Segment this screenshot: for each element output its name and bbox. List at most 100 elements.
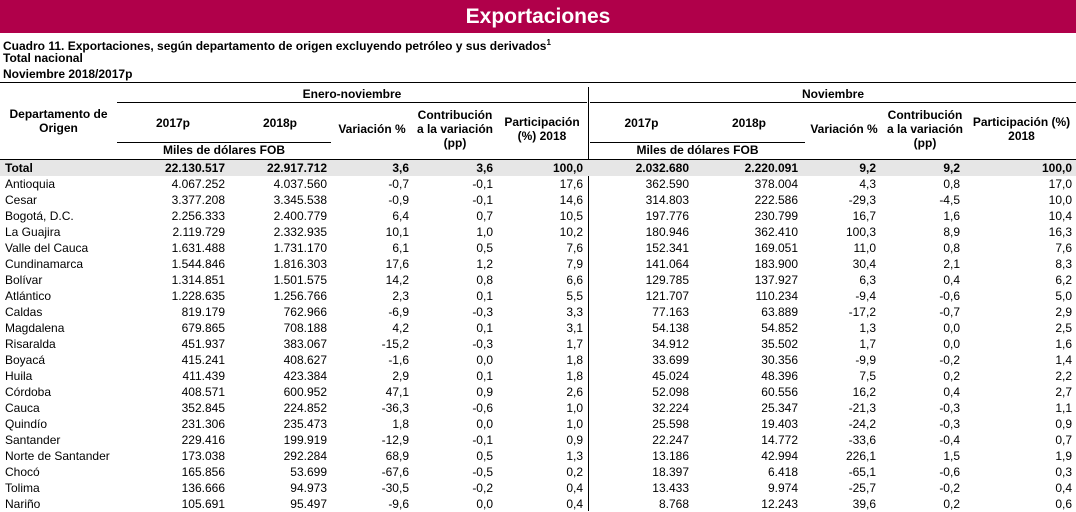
department-name: Chocó	[5, 465, 40, 479]
value-cell: -0,2	[939, 353, 960, 367]
table-row: Quindío 231.306 235.473 1,8 0,0 1,0 25.598 19.4…	[0, 416, 1076, 432]
value-cell: 0,5	[476, 449, 493, 463]
value-cell: 16,3	[1048, 225, 1072, 239]
value-cell: 2,9	[1055, 305, 1072, 319]
header-variacion-nov: Variación %	[810, 122, 878, 136]
value-cell: 4,3	[859, 177, 876, 191]
value-cell: -0,6	[939, 289, 960, 303]
table-row: Santander 229.416 199.919 -12,9 -0,1 0,9 22.24…	[0, 432, 1076, 448]
value-cell: -0,1	[472, 433, 493, 447]
value-cell: 224.852	[283, 401, 327, 415]
department-name: Antioquia	[5, 177, 56, 191]
value-cell: 68,9	[385, 449, 409, 463]
table-row: Córdoba 408.571 600.952 47,1 0,9 2,6 52.098 60.…	[0, 384, 1076, 400]
value-cell: 0,4	[566, 497, 583, 511]
value-cell: 1,2	[476, 257, 493, 271]
value-cell: 1,3	[859, 321, 876, 335]
header-top-rule	[0, 82, 1076, 83]
value-cell: 8,9	[943, 225, 960, 239]
value-cell: 16,2	[852, 385, 876, 399]
value-cell: 0,9	[476, 385, 493, 399]
value-cell: 10,0	[1048, 193, 1072, 207]
value-cell: 30,4	[852, 257, 876, 271]
banner-title: Exportaciones	[465, 5, 611, 28]
value-cell: 10,2	[559, 225, 583, 239]
value-cell: 415.241	[181, 353, 225, 367]
value-cell: 0,8	[943, 177, 960, 191]
value-cell: 129.785	[645, 273, 689, 287]
value-cell: 423.384	[283, 369, 327, 383]
department-name: Valle del Cauca	[5, 241, 89, 255]
value-cell: 1.731.170	[273, 241, 327, 255]
caption-period: Noviembre 2018/2017p	[3, 67, 133, 81]
value-cell: -0,2	[939, 481, 960, 495]
exports-table: Total 22.130.517 22.917.712 3,6 3,6 100,0 2.03…	[0, 159, 1076, 512]
value-cell: 32.224	[652, 401, 689, 415]
value-cell: 0,4	[943, 273, 960, 287]
value-cell: 6,1	[392, 241, 409, 255]
value-cell: 47,1	[385, 385, 409, 399]
value-cell: 1,0	[566, 417, 583, 431]
caption-scope: Total nacional	[3, 51, 83, 65]
value-cell: -21,3	[848, 401, 876, 415]
department-name: Risaralda	[5, 337, 56, 351]
table-row: Nariño 105.691 95.497 -9,6 0,0 0,4 8.768 12.243…	[0, 496, 1076, 512]
value-cell: 451.937	[181, 337, 225, 351]
value-cell: 1.314.851	[171, 273, 225, 287]
department-name: Cundinamarca	[5, 257, 84, 271]
value-cell: 2,5	[1055, 321, 1072, 335]
section-divider	[588, 87, 589, 511]
value-cell: 9,2	[880, 159, 964, 176]
value-cell: 231.306	[181, 417, 225, 431]
value-cell: 4.037.560	[273, 177, 327, 191]
value-cell: 362.410	[754, 225, 798, 239]
header-2018-ene-nov: 2018p	[262, 116, 298, 130]
department-name: Huila	[5, 369, 33, 383]
value-cell: 0,0	[476, 417, 493, 431]
table-row: Caldas 819.179 762.966 -6,9 -0,3 3,3 77.163 63.…	[0, 304, 1076, 320]
department-name: Quindío	[5, 417, 48, 431]
value-cell: 0,0	[943, 337, 960, 351]
value-cell: -36,3	[381, 401, 409, 415]
header-miles-fob-1: Miles de dólares FOB	[162, 143, 286, 157]
value-cell: 14,6	[559, 193, 583, 207]
value-cell: 173.038	[181, 449, 225, 463]
value-cell: 45.024	[652, 369, 689, 383]
table-row: Chocó 165.856 53.699 -67,6 -0,5 0,2 18.397 6.41…	[0, 464, 1076, 480]
value-cell: 6,3	[859, 273, 876, 287]
value-cell: 0,0	[943, 321, 960, 335]
value-cell: 10,5	[559, 209, 583, 223]
value-cell: 1.816.303	[273, 257, 327, 271]
value-cell: 95.497	[290, 497, 327, 511]
value-cell: 2.256.333	[171, 209, 225, 223]
header-contribucion-ene-nov: Contribución a la variación (pp)	[416, 108, 494, 150]
value-cell: 1,6	[1055, 337, 1072, 351]
table-row: Boyacá 415.241 408.627 -1,6 0,0 1,8 33.699 30.3…	[0, 352, 1076, 368]
value-cell: -9,9	[855, 353, 876, 367]
value-cell: 362.590	[645, 177, 689, 191]
value-cell: 1.631.488	[171, 241, 225, 255]
value-cell: 34.912	[652, 337, 689, 351]
value-cell: 235.473	[283, 417, 327, 431]
table-row: Bolívar 1.314.851 1.501.575 14,2 0,8 6,6 129.7…	[0, 272, 1076, 288]
value-cell: 63.889	[761, 305, 798, 319]
value-cell: -15,2	[381, 337, 409, 351]
value-cell: 0,4	[943, 385, 960, 399]
value-cell: 6,6	[566, 273, 583, 287]
value-cell: 14,2	[385, 273, 409, 287]
value-cell: 0,7	[476, 209, 493, 223]
value-cell: 0,2	[943, 497, 960, 511]
table-row: Valle del Cauca 1.631.488 1.731.170 6,1 0,5 7…	[0, 240, 1076, 256]
value-cell: 1,0	[566, 401, 583, 415]
table-row: La Guajira 2.119.729 2.332.935 10,1 1,0 10,2 1…	[0, 224, 1076, 240]
value-cell: 0,5	[476, 241, 493, 255]
value-cell: 5,5	[566, 289, 583, 303]
value-cell: 6,2	[1055, 273, 1072, 287]
value-cell: 1,6	[943, 209, 960, 223]
header-variacion-ene-nov: Variación %	[338, 122, 406, 136]
value-cell: 0,2	[943, 369, 960, 383]
value-cell: -0,2	[472, 481, 493, 495]
department-name: Magdalena	[5, 321, 65, 335]
value-cell: 1,7	[859, 337, 876, 351]
value-cell: 2,9	[392, 369, 409, 383]
